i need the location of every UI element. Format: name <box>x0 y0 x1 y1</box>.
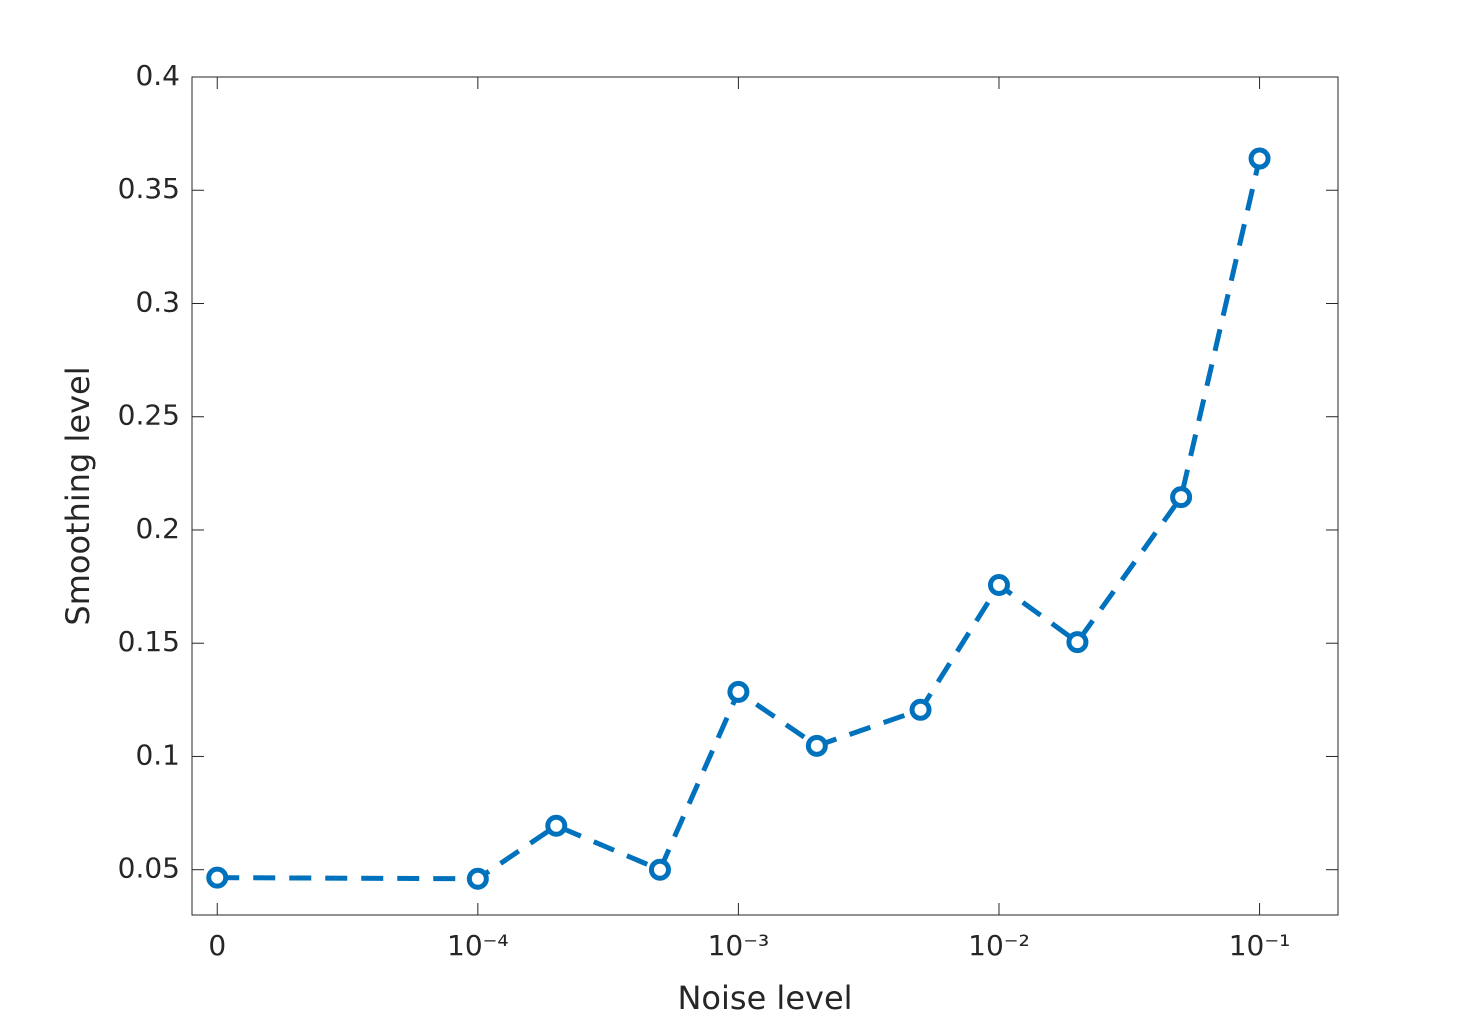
x-tick-label: 10⁻⁴ <box>447 929 509 962</box>
x-tick-label: 10⁻² <box>968 929 1030 962</box>
y-tick-label: 0.15 <box>118 625 180 658</box>
data-point <box>727 680 750 703</box>
data-point <box>1066 631 1089 654</box>
y-tick-label: 0.05 <box>118 852 180 885</box>
x-tick-label: 10⁻¹ <box>1229 929 1291 962</box>
x-axis-label: Noise level <box>677 979 852 1017</box>
y-tick-label: 0.25 <box>118 399 180 432</box>
y-axis-label: Smoothing level <box>59 366 97 625</box>
y-tick-label: 0.4 <box>135 59 180 92</box>
data-point <box>206 866 229 889</box>
x-tick-label: 0 <box>208 929 226 962</box>
data-point <box>1248 147 1271 170</box>
data-point <box>648 858 671 881</box>
y-tick-label: 0.1 <box>135 738 180 771</box>
data-point <box>545 814 568 837</box>
x-tick-label: 10⁻³ <box>708 929 770 962</box>
data-point <box>987 574 1010 597</box>
data-point <box>805 734 828 757</box>
data-line <box>217 157 1262 882</box>
y-tick-label: 0.3 <box>135 285 180 318</box>
y-tick-label: 0.2 <box>135 512 180 545</box>
data-point <box>466 867 489 890</box>
plot-frame <box>191 76 1339 916</box>
data-point <box>1170 486 1193 509</box>
data-point <box>909 698 932 721</box>
y-tick-label: 0.35 <box>118 172 180 205</box>
